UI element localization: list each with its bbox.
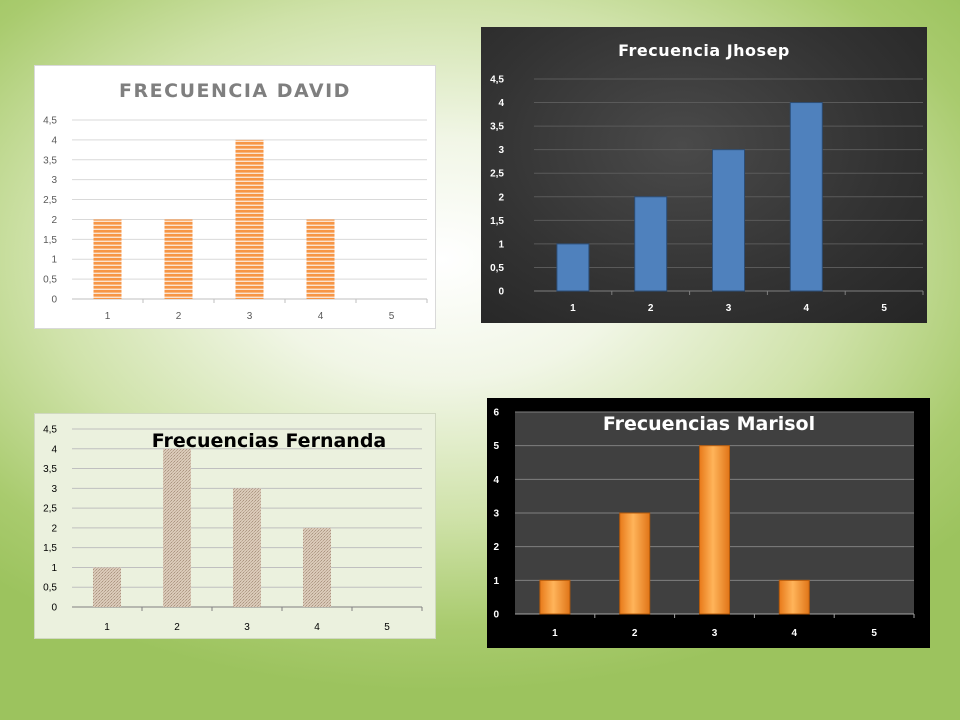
y-tick-label: 0,5 xyxy=(490,263,504,274)
x-tick-label: 4 xyxy=(314,622,320,633)
y-tick-label: 3 xyxy=(498,145,504,156)
x-tick-label: 2 xyxy=(648,303,654,314)
chart-plot-jhosep: 0 0,5 1 1,5 2 2,5 3 3,5 4 4,5 1 2 3 4 5 xyxy=(490,75,924,314)
chart-panel-fernanda: 0 0,5 1 1,5 2 2,5 3 3,5 4 4,5 1 2 3 4 5 Frecuencias Fe… xyxy=(34,413,436,639)
bar-fernanda-1 xyxy=(93,567,121,607)
x-tick-label: 5 xyxy=(389,311,395,322)
y-tick-label: 1,5 xyxy=(490,216,504,227)
x-tick-label: 5 xyxy=(871,628,877,639)
bar-fernanda-3 xyxy=(233,488,261,607)
chart-svg-david: FRECUENCIA DAVID 0 0,5 1 1,5 2 2,5 3 3,5 4 4,5 1 2 3… xyxy=(43,80,428,322)
x-tick-label: 4 xyxy=(804,303,810,314)
y-tick-label: 2 xyxy=(51,523,57,534)
x-tick-label: 4 xyxy=(792,628,798,639)
x-tick-label: 2 xyxy=(174,622,180,633)
y-tick-label: 3 xyxy=(493,509,499,520)
y-tick-label: 4,5 xyxy=(43,425,57,436)
y-tick-label: 2 xyxy=(498,192,504,203)
y-tick-label: 0,5 xyxy=(43,583,57,594)
y-tick-label: 2 xyxy=(51,215,57,226)
bar-marisol-1 xyxy=(539,579,571,615)
chart-title-marisol: Frecuencias Marisol xyxy=(603,413,815,435)
chart-svg-fernanda: 0 0,5 1 1,5 2 2,5 3 3,5 4 4,5 1 2 3 4 5 Frecuencias Fe… xyxy=(43,425,423,633)
y-tick-label: 2,5 xyxy=(43,195,57,206)
bar-marisol-2 xyxy=(619,512,651,615)
y-tick-label: 4,5 xyxy=(490,75,504,86)
y-tick-label: 4 xyxy=(498,98,504,109)
chart-svg-jhosep: Frecuencia Jhosep 0 0,5 1 1,5 2 2,5 3 3,5 4 4,5 1 2… xyxy=(490,41,924,314)
bar-jhosep-4 xyxy=(789,102,823,292)
x-tick-label: 1 xyxy=(104,622,110,633)
y-tick-label: 3,5 xyxy=(490,122,504,133)
y-tick-label: 5 xyxy=(493,441,499,452)
bar-fernanda-4 xyxy=(303,527,331,607)
y-tick-label: 0 xyxy=(51,295,57,306)
y-tick-label: 1,5 xyxy=(43,235,57,246)
y-tick-label: 4 xyxy=(51,444,57,455)
x-tick-label: 3 xyxy=(244,622,250,633)
bar-david-3 xyxy=(235,139,264,299)
x-tick-label: 3 xyxy=(712,628,718,639)
bar-david-4 xyxy=(306,219,335,299)
y-tick-label: 2,5 xyxy=(43,504,57,515)
y-tick-label: 3 xyxy=(51,484,57,495)
y-tick-label: 0,5 xyxy=(43,275,57,286)
bar-marisol-4 xyxy=(778,579,810,615)
bar-marisol-3 xyxy=(699,445,730,615)
y-tick-label: 2 xyxy=(493,542,499,553)
chart-panel-marisol: 0 1 2 3 4 5 6 1 2 3 4 5 Frecuencias Marisol xyxy=(487,398,930,648)
chart-svg-marisol: 0 1 2 3 4 5 6 1 2 3 4 5 Frecuencias Marisol xyxy=(493,408,915,639)
y-tick-label: 0 xyxy=(493,610,499,621)
y-tick-label: 4,5 xyxy=(43,116,57,127)
x-tick-label: 4 xyxy=(318,311,324,322)
bar-jhosep-3 xyxy=(712,149,745,292)
bar-jhosep-2 xyxy=(634,196,668,292)
y-tick-label: 4 xyxy=(493,475,499,486)
chart-plot-fernanda: 0 0,5 1 1,5 2 2,5 3 3,5 4 4,5 1 2 3 4 5 xyxy=(43,425,423,633)
x-tick-label: 1 xyxy=(105,311,111,322)
y-tick-label: 3,5 xyxy=(43,464,57,475)
y-tick-label: 0 xyxy=(51,603,57,614)
bar-david-2 xyxy=(164,219,193,299)
y-tick-label: 6 xyxy=(493,408,499,419)
y-tick-label: 1 xyxy=(498,239,504,250)
x-tick-label: 5 xyxy=(881,303,887,314)
y-tick-label: 2,5 xyxy=(490,169,504,180)
chart-title-david: FRECUENCIA DAVID xyxy=(119,80,351,102)
chart-panel-jhosep: Frecuencia Jhosep 0 0,5 1 1,5 2 2,5 3 3,5 4 4,5 1 2… xyxy=(481,27,927,323)
bar-fernanda-2 xyxy=(163,448,191,607)
x-tick-label: 1 xyxy=(570,303,576,314)
y-tick-label: 0 xyxy=(498,287,504,298)
y-tick-label: 1,5 xyxy=(43,543,57,554)
y-tick-label: 4 xyxy=(51,135,57,146)
y-tick-label: 1 xyxy=(493,576,499,587)
x-tick-label: 1 xyxy=(552,628,558,639)
y-tick-label: 3,5 xyxy=(43,155,57,166)
x-tick-label: 3 xyxy=(247,311,253,322)
y-tick-label: 1 xyxy=(51,563,57,574)
y-tick-label: 3 xyxy=(51,175,57,186)
bar-david-1 xyxy=(93,219,122,299)
x-tick-label: 5 xyxy=(384,622,390,633)
chart-panel-david: FRECUENCIA DAVID 0 0,5 1 1,5 2 2,5 3 3,5 4 4,5 1 2 3… xyxy=(34,65,436,329)
x-tick-label: 3 xyxy=(726,303,732,314)
chart-plot-marisol: 0 1 2 3 4 5 6 1 2 3 4 5 xyxy=(493,408,915,639)
x-tick-label: 2 xyxy=(632,628,638,639)
x-tick-label: 2 xyxy=(176,311,182,322)
bar-jhosep-1 xyxy=(556,243,590,292)
chart-title-fernanda: Frecuencias Fernanda xyxy=(152,430,387,452)
y-tick-label: 1 xyxy=(51,255,57,266)
chart-plot-david: 0 0,5 1 1,5 2 2,5 3 3,5 4 4,5 1 2 3 4 5 xyxy=(43,116,428,322)
chart-title-jhosep: Frecuencia Jhosep xyxy=(618,41,790,60)
